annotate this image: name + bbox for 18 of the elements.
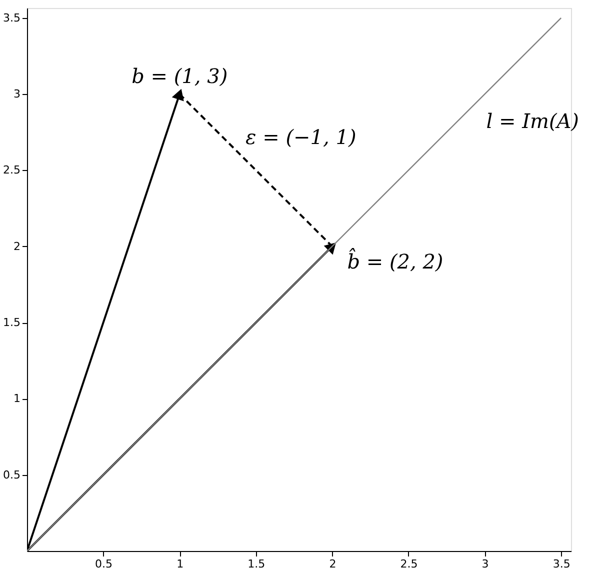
- x-tick-label: 3.5: [552, 558, 570, 570]
- x-tick-label: 3: [482, 558, 489, 570]
- x-tick-label: 0.5: [95, 558, 113, 570]
- annotation: ε = (−1, 1): [246, 125, 356, 150]
- annotation: l = Im(A): [486, 109, 579, 134]
- x-tick-label: 1: [176, 558, 184, 570]
- y-tick-label: 3: [14, 88, 20, 101]
- y-tick-label: 2.5: [3, 164, 20, 177]
- y-tick-label: 3.5: [3, 11, 20, 24]
- annotation: b̂ = (2, 2): [347, 248, 444, 274]
- y-tick-label: 1: [14, 392, 20, 406]
- x-tick-label: 2.5: [400, 558, 418, 570]
- x-tick-label: 1.5: [248, 558, 266, 570]
- y-tick-label: 2: [14, 240, 20, 253]
- x-tick-label: 2: [329, 558, 336, 570]
- annotation: b = (1, 3): [132, 64, 228, 88]
- y-tick-label: 0.5: [3, 468, 20, 482]
- y-tick-label: 1.5: [3, 316, 20, 330]
